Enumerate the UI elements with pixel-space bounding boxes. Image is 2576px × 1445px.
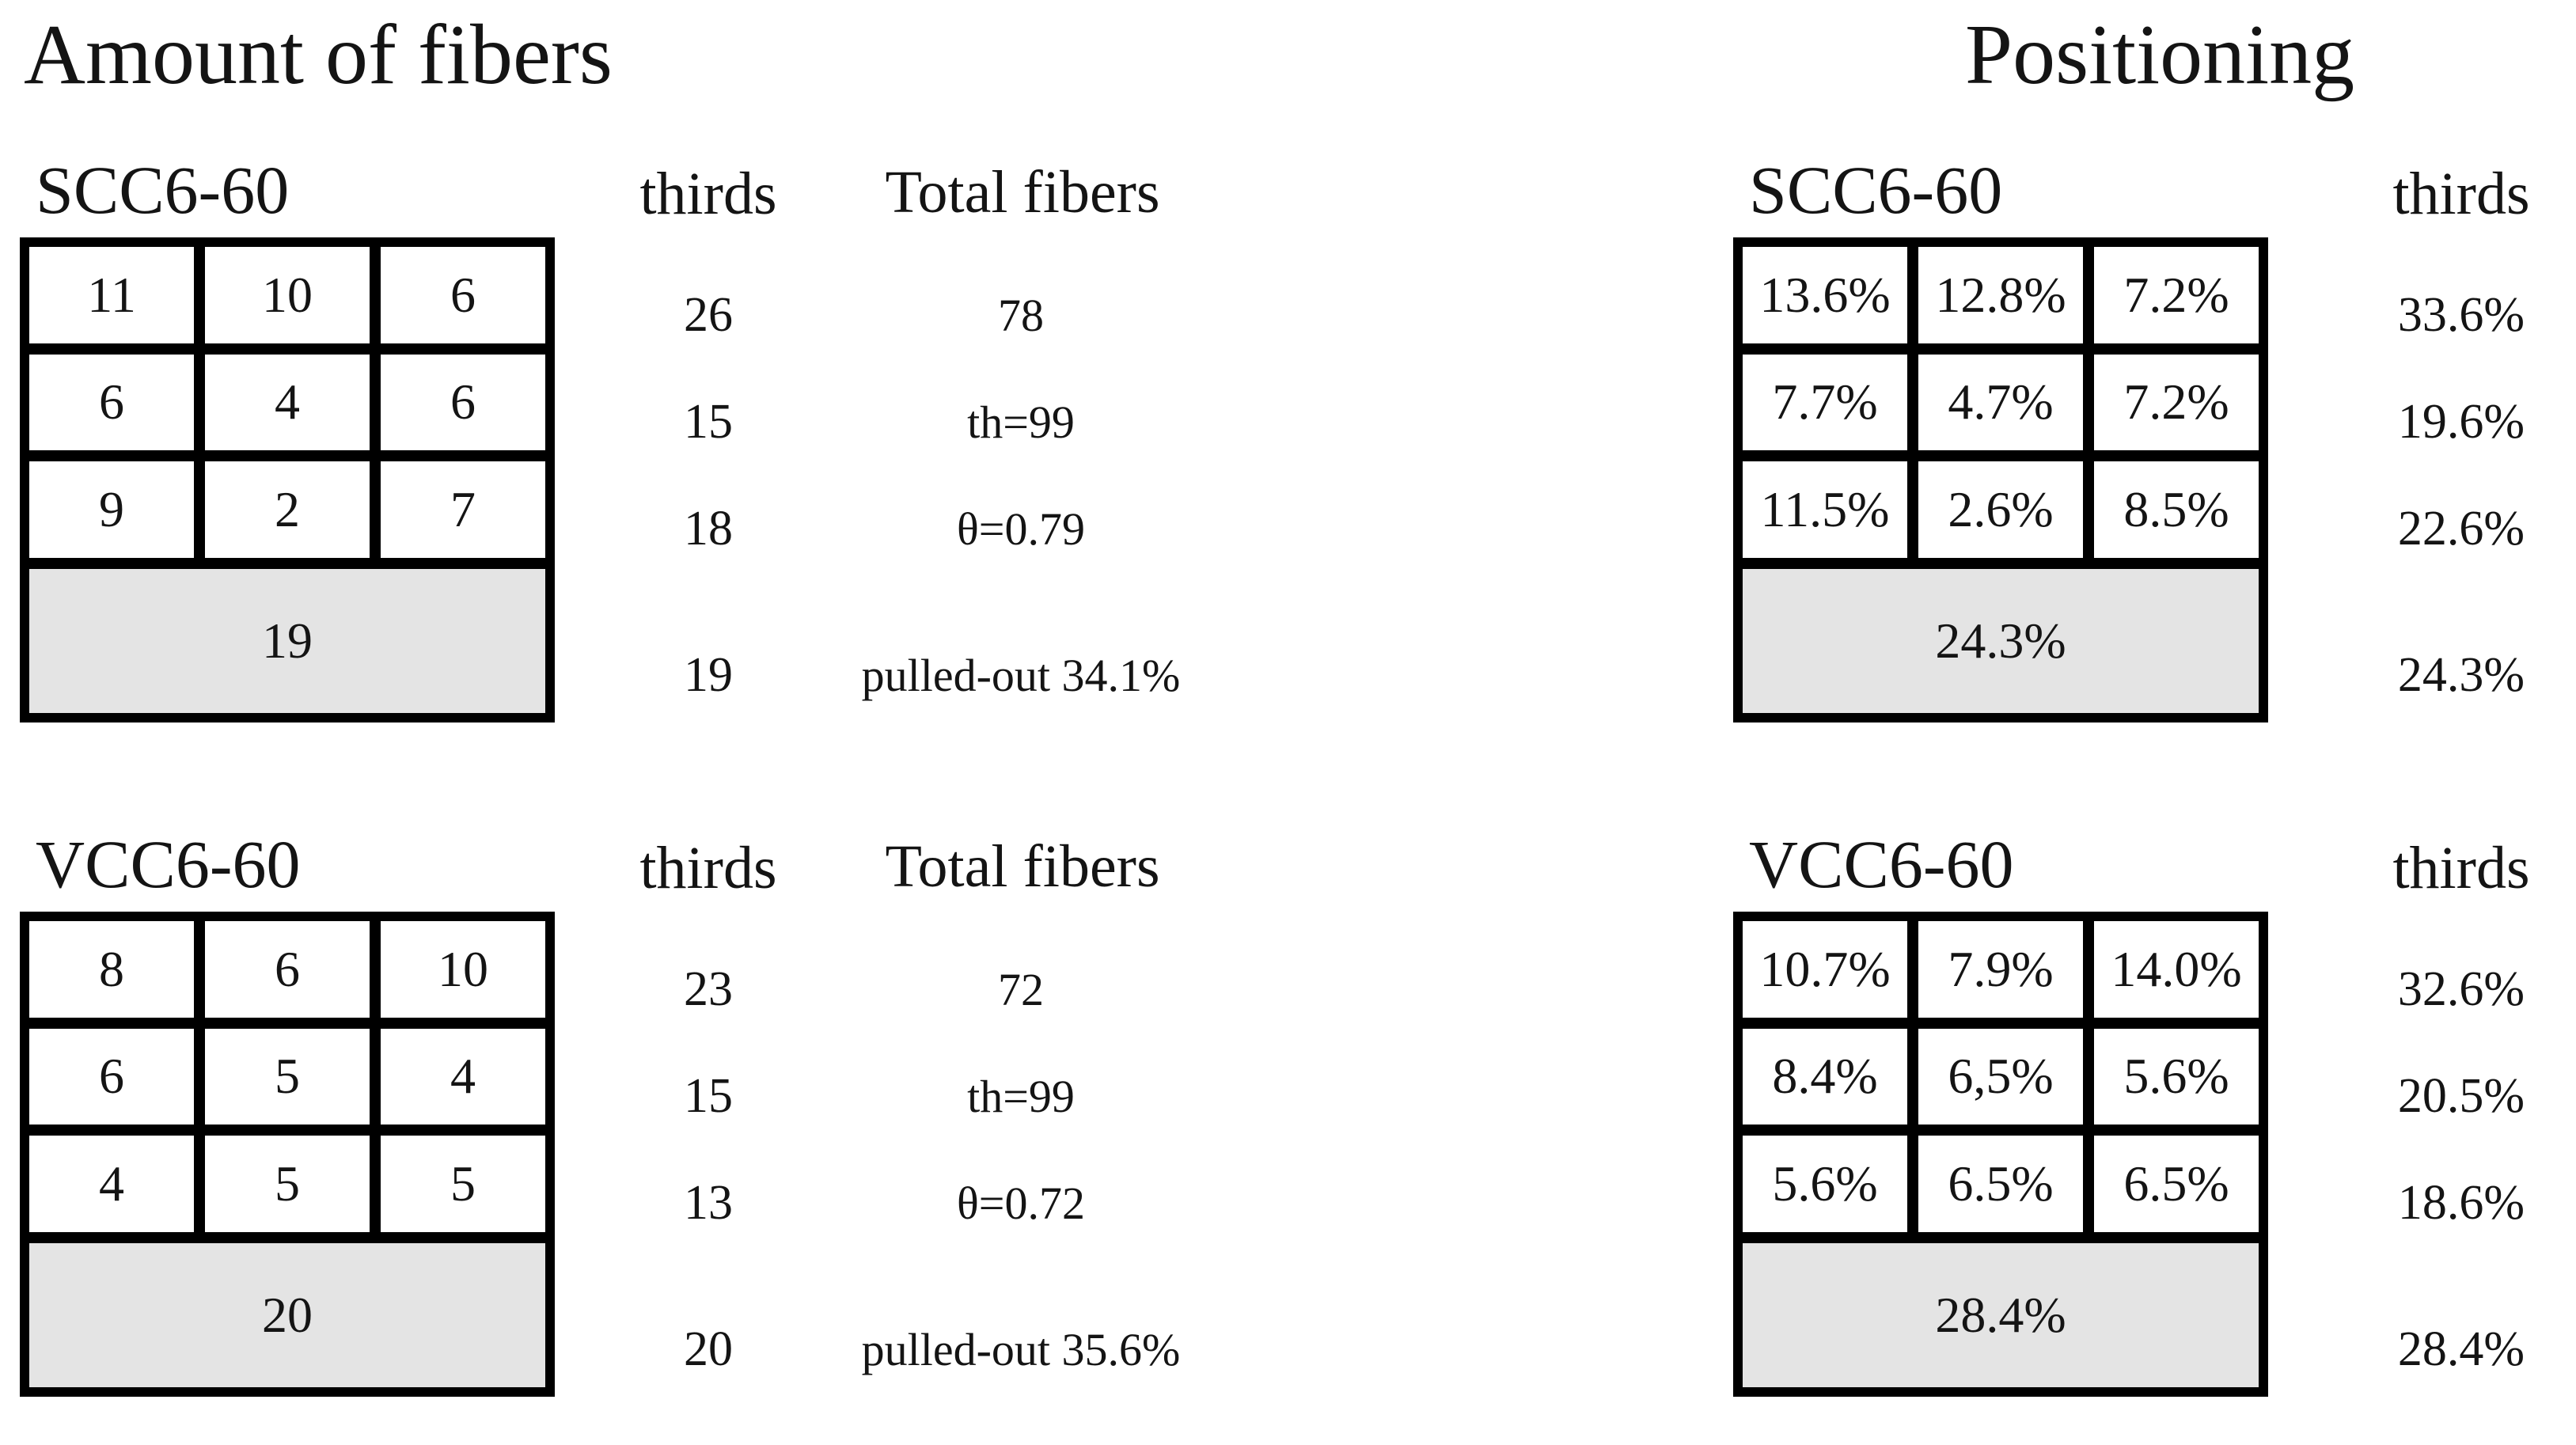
grid-cell: 8 [29, 921, 194, 1018]
theta-value: θ=0.79 [957, 503, 1085, 555]
section-title-amount-of-fibers: Amount of fibers [24, 8, 613, 102]
grid-footer-cell: 20 [29, 1242, 545, 1387]
thirds-column-header: thirds [639, 161, 777, 227]
pulled-out-value: pulled-out 35.6% [861, 1323, 1181, 1375]
thirds-value: 26 [684, 287, 733, 342]
panel-amount-vcc6-60: VCC6-60 thirds Total fibers 8 6 10 6 5 4… [0, 817, 1235, 1445]
thirds-value: 18 [684, 501, 733, 556]
grid-footer-cell: 24.3% [1743, 568, 2259, 713]
grid-cell: 8.5% [2094, 461, 2259, 558]
thirds-value: 22.6% [2397, 501, 2525, 556]
grid-cell: 13.6% [1743, 247, 1907, 343]
grid-footer-cell: 19 [29, 568, 545, 713]
section-title-positioning: Positioning [1965, 8, 2355, 102]
panel-amount-scc6-60: SCC6-60 thirds Total fibers 11 10 6 6 4 … [0, 142, 1235, 791]
grid-cell: 8.4% [1743, 1028, 1907, 1125]
grid-cell: 6.5% [1918, 1136, 2083, 1232]
grid-cell: 4 [29, 1136, 194, 1232]
grid-footer-cell: 28.4% [1743, 1242, 2259, 1387]
thirds-value: 15 [684, 1068, 733, 1123]
grid-cell: 10 [205, 247, 370, 343]
grid-cell: 10 [381, 921, 545, 1018]
grid-cell: 4.7% [1918, 354, 2083, 451]
threshold-value: th=99 [967, 1070, 1075, 1122]
panel-label: SCC6-60 [1749, 152, 2003, 228]
grid-cell: 6.5% [2094, 1136, 2259, 1232]
panel-label: VCC6-60 [36, 826, 301, 902]
grid-cell: 4 [205, 354, 370, 451]
fiber-count-grid: 11 10 6 6 4 6 9 2 7 19 [20, 237, 555, 722]
grid-cell: 4 [381, 1028, 545, 1125]
thirds-value: 19 [684, 647, 733, 702]
theta-value: θ=0.72 [957, 1177, 1085, 1229]
thirds-value: 15 [684, 394, 733, 449]
grid-cell: 5 [205, 1028, 370, 1125]
grid-cell: 10.7% [1743, 921, 1907, 1018]
grid-cell: 6 [205, 921, 370, 1018]
thirds-column-header: thirds [2392, 835, 2530, 901]
pulled-out-value: pulled-out 34.1% [861, 649, 1181, 701]
thirds-value: 19.6% [2397, 394, 2525, 449]
grid-cell: 7 [381, 461, 545, 558]
grid-cell: 6 [29, 1028, 194, 1125]
panel-positioning-scc6-60: SCC6-60 thirds 13.6% 12.8% 7.2% 7.7% 4.7… [1713, 142, 2576, 791]
thirds-column-header: thirds [639, 835, 777, 901]
fiber-position-grid: 10.7% 7.9% 14.0% 8.4% 6,5% 5.6% 5.6% 6.5… [1733, 912, 2268, 1397]
panel-positioning-vcc6-60: VCC6-60 thirds 10.7% 7.9% 14.0% 8.4% 6,5… [1713, 817, 2576, 1445]
thirds-value: 33.6% [2397, 287, 2525, 342]
grid-cell: 5 [205, 1136, 370, 1232]
threshold-value: th=99 [967, 396, 1075, 448]
grid-cell: 5.6% [1743, 1136, 1907, 1232]
grid-cell: 12.8% [1918, 247, 2083, 343]
total-fibers-value: 72 [998, 963, 1044, 1015]
panel-label: VCC6-60 [1749, 826, 2014, 902]
thirds-value: 20.5% [2397, 1068, 2525, 1123]
thirds-value: 32.6% [2397, 961, 2525, 1016]
thirds-value: 13 [684, 1175, 733, 1230]
thirds-value: 28.4% [2397, 1322, 2525, 1376]
panel-label: SCC6-60 [36, 152, 290, 228]
grid-cell: 14.0% [2094, 921, 2259, 1018]
total-fibers-header: Total fibers [885, 833, 1160, 900]
grid-cell: 11 [29, 247, 194, 343]
grid-cell: 9 [29, 461, 194, 558]
thirds-value: 20 [684, 1322, 733, 1376]
grid-cell: 5.6% [2094, 1028, 2259, 1125]
grid-cell: 2.6% [1918, 461, 2083, 558]
grid-cell: 6,5% [1918, 1028, 2083, 1125]
thirds-value: 24.3% [2397, 647, 2525, 702]
grid-cell: 7.2% [2094, 354, 2259, 451]
grid-cell: 6 [29, 354, 194, 451]
grid-cell: 7.2% [2094, 247, 2259, 343]
grid-cell: 11.5% [1743, 461, 1907, 558]
fiber-count-grid: 8 6 10 6 5 4 4 5 5 20 [20, 912, 555, 1397]
grid-cell: 6 [381, 354, 545, 451]
total-fibers-value: 78 [998, 289, 1044, 341]
total-fibers-header: Total fibers [885, 159, 1160, 226]
grid-cell: 6 [381, 247, 545, 343]
grid-cell: 2 [205, 461, 370, 558]
grid-cell: 5 [381, 1136, 545, 1232]
grid-cell: 7.9% [1918, 921, 2083, 1018]
grid-cell: 7.7% [1743, 354, 1907, 451]
thirds-column-header: thirds [2392, 161, 2530, 227]
thirds-value: 23 [684, 961, 733, 1016]
fiber-position-grid: 13.6% 12.8% 7.2% 7.7% 4.7% 7.2% 11.5% 2.… [1733, 237, 2268, 722]
thirds-value: 18.6% [2397, 1175, 2525, 1230]
